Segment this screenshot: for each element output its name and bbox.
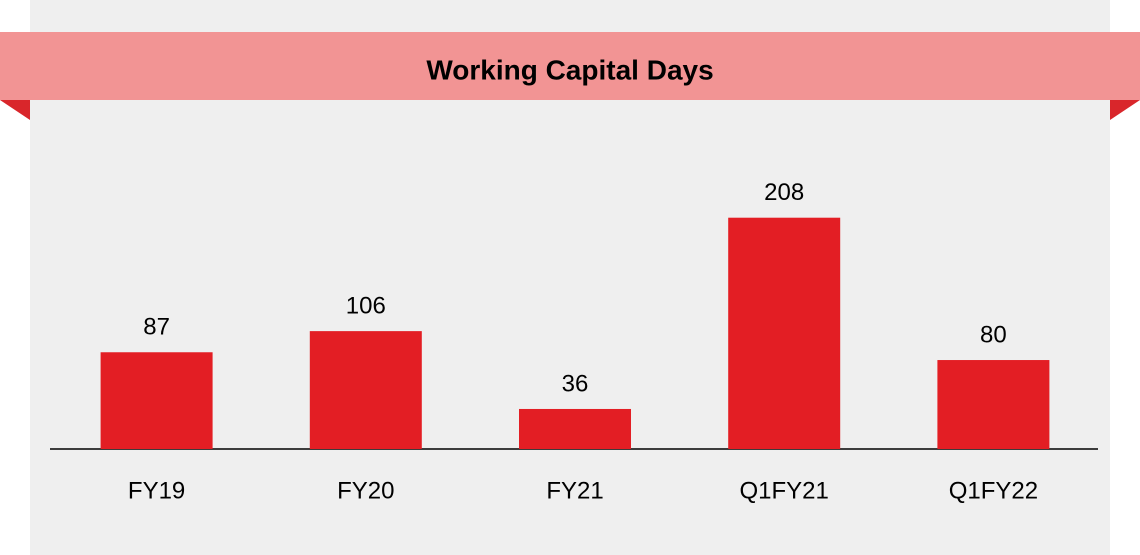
data-label: 80 [980,321,1007,348]
x-tick-label: FY19 [128,477,185,504]
x-tick-label: FY20 [337,477,394,504]
bar [519,408,631,449]
banner-fold [0,100,30,120]
bar [937,360,1050,449]
data-label: 208 [764,179,804,206]
data-label: 106 [346,292,386,319]
x-tick-label: FY21 [546,477,603,504]
bar [309,331,422,449]
data-label: 87 [143,314,170,341]
chart-title: Working Capital Days [426,54,713,85]
bar [100,352,213,449]
x-tick-label: Q1FY21 [740,477,829,504]
title-banner [0,32,1140,100]
banner-fold [1110,100,1140,120]
x-tick-label: Q1FY22 [949,477,1038,504]
data-label: 36 [562,370,589,397]
bar [728,217,841,449]
